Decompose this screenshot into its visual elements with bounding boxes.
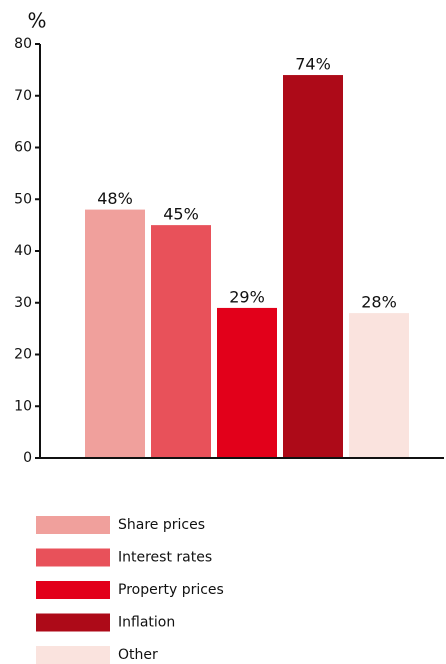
value-label: 29% [229, 287, 265, 306]
y-tick-label: 50 [14, 191, 32, 207]
bar [283, 75, 343, 459]
bar [349, 313, 409, 458]
y-tick-label: 0 [23, 450, 32, 466]
legend-swatch [36, 646, 110, 664]
legend-label: Interest rates [118, 550, 212, 566]
bar [85, 209, 145, 458]
value-label: 45% [163, 205, 199, 224]
y-tick-label: 10 [14, 398, 32, 414]
value-label: 28% [361, 293, 397, 312]
value-label: 74% [295, 55, 331, 74]
y-tick-label: 80 [14, 36, 32, 52]
bar [151, 225, 211, 458]
legend-label: Other [118, 647, 158, 663]
legend-label: Inflation [118, 615, 175, 631]
y-tick-label: 70 [14, 88, 32, 104]
legend-label: Property prices [118, 582, 224, 598]
y-tick-label: 30 [14, 295, 32, 311]
legend-swatch [36, 516, 110, 534]
legend-swatch [36, 613, 110, 632]
legend-swatch [36, 581, 110, 599]
y-tick-label: 40 [14, 243, 32, 259]
legend-label: Share prices [118, 517, 205, 533]
value-label: 48% [97, 189, 133, 208]
y-axis-label: % [27, 9, 46, 33]
bar [217, 307, 277, 458]
y-tick-label: 20 [14, 347, 32, 363]
legend-swatch [36, 548, 110, 567]
y-tick-label: 60 [14, 140, 32, 156]
